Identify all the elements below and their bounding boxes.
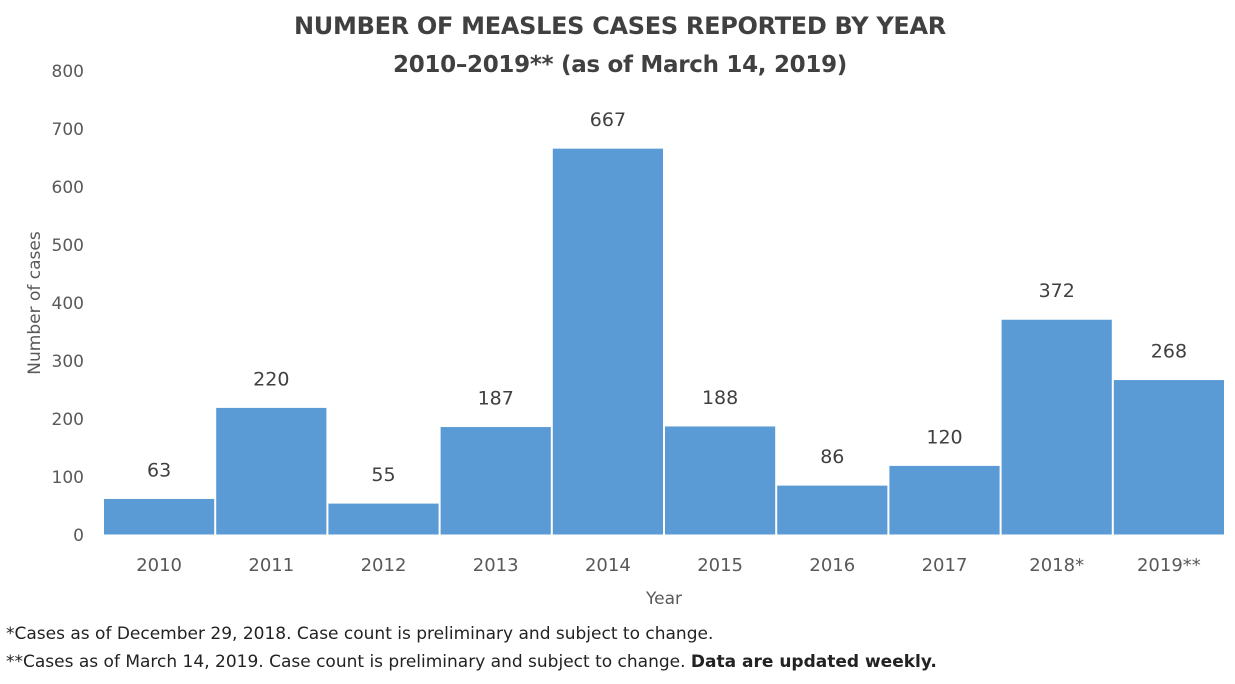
y-tick-label: 300 xyxy=(52,352,84,372)
data-label: 63 xyxy=(147,459,171,481)
y-axis-title: Number of cases xyxy=(25,231,45,375)
footnote-2019: **Cases as of March 14, 2019. Case count… xyxy=(6,648,937,676)
bar xyxy=(1113,380,1224,535)
y-tick-label: 700 xyxy=(52,120,84,140)
data-label: 188 xyxy=(702,387,738,409)
bar xyxy=(1001,319,1112,535)
x-tick-label: 2010 xyxy=(136,555,182,576)
footnote-update-note: Data are updated weekly. xyxy=(691,652,937,672)
data-label: 667 xyxy=(590,109,626,131)
bar xyxy=(777,485,888,535)
y-tick-label: 600 xyxy=(52,178,84,198)
y-tick-label: 500 xyxy=(52,236,84,256)
data-label: 268 xyxy=(1151,341,1187,363)
x-tick-label: 2019** xyxy=(1137,555,1201,576)
y-tick-label: 0 xyxy=(73,526,84,546)
bar xyxy=(216,407,327,535)
y-tick-label: 400 xyxy=(52,294,84,314)
x-tick-label: 2011 xyxy=(248,555,294,576)
data-label: 220 xyxy=(253,368,289,390)
bar xyxy=(665,426,776,535)
bar-chart: 0 100 200 300 400 500 600 700 800 Number of cases… xyxy=(0,0,1235,615)
footnote-2019-text: **Cases as of March 14, 2019. Case count… xyxy=(6,652,686,672)
y-tick-label: 800 xyxy=(52,62,84,82)
x-tick-label: 2017 xyxy=(922,555,968,576)
data-label: 187 xyxy=(478,388,514,410)
y-tick-label: 200 xyxy=(52,410,84,430)
x-tick-label: 2018* xyxy=(1029,555,1084,576)
x-tick-label: 2014 xyxy=(585,555,631,576)
x-tick-label: 2016 xyxy=(809,555,855,576)
bar xyxy=(328,503,439,535)
y-tick-label: 100 xyxy=(52,468,84,488)
bar xyxy=(889,465,1000,535)
data-label: 120 xyxy=(926,426,962,448)
data-label: 55 xyxy=(371,464,395,486)
footnotes: *Cases as of December 29, 2018. Case cou… xyxy=(6,620,937,676)
bar xyxy=(104,498,215,535)
x-tick-label: 2015 xyxy=(697,555,743,576)
x-axis-title: Year xyxy=(645,589,682,609)
bar xyxy=(552,148,663,535)
footnote-2018: *Cases as of December 29, 2018. Case cou… xyxy=(6,620,937,648)
data-label: 372 xyxy=(1039,280,1075,302)
x-tick-label: 2012 xyxy=(361,555,407,576)
bar xyxy=(440,427,551,535)
x-tick-label: 2013 xyxy=(473,555,519,576)
data-label: 86 xyxy=(820,446,844,468)
